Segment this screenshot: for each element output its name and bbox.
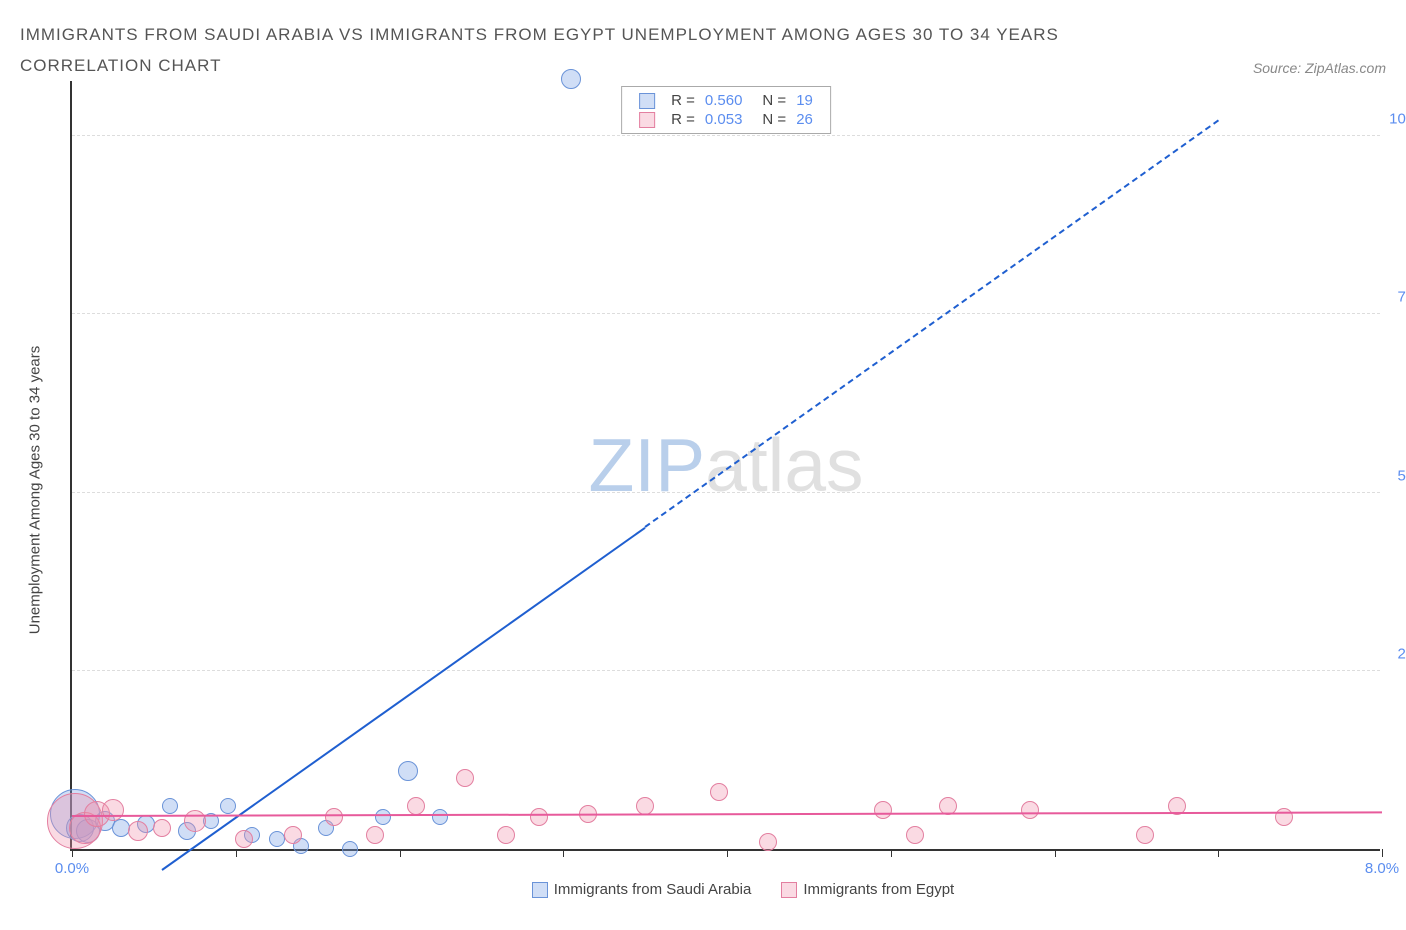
- data-point: [184, 810, 206, 832]
- stat-r-value: 0.560: [700, 91, 748, 110]
- legend-swatch: [639, 112, 655, 128]
- x-tick: [563, 849, 564, 857]
- legend-swatch: [532, 882, 548, 898]
- data-point: [1021, 801, 1039, 819]
- x-tick-label: 0.0%: [55, 860, 89, 877]
- data-point: [561, 69, 581, 89]
- gridline: [72, 135, 1380, 136]
- data-point: [366, 826, 384, 844]
- stat-n-value: 19: [791, 91, 818, 110]
- stat-n-label: N =: [757, 91, 791, 110]
- y-tick-label: 25.0%: [1397, 645, 1406, 662]
- y-axis-label: Unemployment Among Ages 30 to 34 years: [27, 345, 44, 634]
- legend-swatch: [781, 882, 797, 898]
- legend-swatch: [639, 93, 655, 109]
- legend-label: Immigrants from Saudi Arabia: [554, 881, 752, 898]
- data-point: [407, 797, 425, 815]
- legend-label: Immigrants from Egypt: [803, 881, 954, 898]
- data-point: [456, 769, 474, 787]
- data-point: [710, 783, 728, 801]
- chart-container: Unemployment Among Ages 30 to 34 years Z…: [70, 81, 1386, 898]
- x-tick: [1382, 849, 1383, 857]
- data-point: [269, 831, 285, 847]
- x-tick: [236, 849, 237, 857]
- y-tick-label: 50.0%: [1397, 467, 1406, 484]
- data-point: [220, 798, 236, 814]
- trend-line: [161, 527, 645, 871]
- gridline: [72, 492, 1380, 493]
- data-point: [432, 809, 448, 825]
- source-label: Source: ZipAtlas.com: [1253, 60, 1386, 76]
- data-point: [162, 798, 178, 814]
- y-tick-label: 75.0%: [1397, 289, 1406, 306]
- x-tick: [1055, 849, 1056, 857]
- trend-line: [72, 812, 1382, 818]
- x-tick: [1218, 849, 1219, 857]
- data-point: [1136, 826, 1154, 844]
- stat-r-label: R =: [666, 91, 700, 110]
- data-point: [102, 799, 124, 821]
- data-point: [325, 808, 343, 826]
- data-point: [530, 808, 548, 826]
- data-point: [906, 826, 924, 844]
- data-point: [284, 826, 302, 844]
- x-tick: [400, 849, 401, 857]
- data-point: [153, 819, 171, 837]
- y-tick-label: 100.0%: [1389, 111, 1406, 128]
- x-tick: [72, 849, 73, 857]
- stats-box: R =0.560 N =19 R =0.053 N =26: [621, 86, 831, 134]
- data-point: [497, 826, 515, 844]
- stat-r-label: R =: [666, 110, 700, 129]
- stat-r-value: 0.053: [700, 110, 748, 129]
- bottom-legend: Immigrants from Saudi Arabia Immigrants f…: [70, 881, 1386, 898]
- trend-line: [645, 120, 1219, 528]
- x-tick: [727, 849, 728, 857]
- x-tick-label: 8.0%: [1365, 860, 1399, 877]
- plot-area: ZIPatlas 25.0%50.0%75.0%100.0%0.0%8.0%R …: [70, 81, 1380, 851]
- data-point: [342, 841, 358, 857]
- data-point: [375, 809, 391, 825]
- gridline: [72, 670, 1380, 671]
- data-point: [759, 833, 777, 851]
- x-tick: [891, 849, 892, 857]
- data-point: [128, 821, 148, 841]
- stat-n-value: 26: [791, 110, 818, 129]
- data-point: [874, 801, 892, 819]
- data-point: [398, 761, 418, 781]
- stat-n-label: N =: [757, 110, 791, 129]
- data-point: [235, 830, 253, 848]
- gridline: [72, 313, 1380, 314]
- watermark: ZIPatlas: [588, 422, 863, 508]
